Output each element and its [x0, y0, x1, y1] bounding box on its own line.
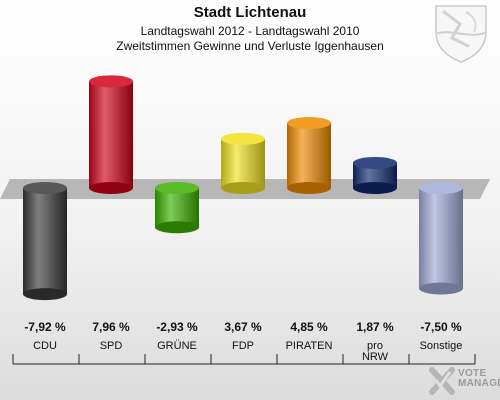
category-label: CDU — [33, 340, 57, 352]
category-label: FDP — [232, 340, 254, 352]
category-label: Sonstige — [420, 340, 463, 352]
value-label: -7,50 % — [420, 320, 462, 334]
chart-subtitle-election: Landtagswahl 2012 - Landtagswahl 2010 — [140, 24, 360, 38]
bar-piraten — [287, 117, 331, 194]
brand-text: VOTE MANAGER — [458, 368, 500, 389]
bar-sonstige — [419, 182, 463, 295]
bar-fdp — [221, 132, 265, 194]
value-label: 7,96 % — [92, 320, 130, 334]
category-label: PIRATEN — [286, 340, 333, 352]
votemanager-logo-icon — [429, 367, 455, 395]
value-label: 4,85 % — [290, 320, 328, 334]
value-label: 1,87 % — [356, 320, 394, 334]
category-label: pro NRW — [362, 340, 389, 363]
bar-grüne — [155, 182, 199, 234]
value-label: -7,92 % — [24, 320, 66, 334]
bar-pro-nrw — [353, 156, 397, 194]
value-label: 3,67 % — [224, 320, 262, 334]
chart-title: Stadt Lichtenau — [193, 4, 307, 21]
bar-spd — [89, 75, 133, 194]
category-label: SPD — [100, 340, 123, 352]
chart-subtitle-description: Zweitstimmen Gewinne und Verluste Iggenh… — [116, 39, 384, 53]
category-label: GRÜNE — [157, 340, 197, 352]
coat-of-arms-icon — [435, 5, 487, 63]
bar-cdu — [23, 182, 67, 301]
value-label: -2,93 % — [156, 320, 198, 334]
